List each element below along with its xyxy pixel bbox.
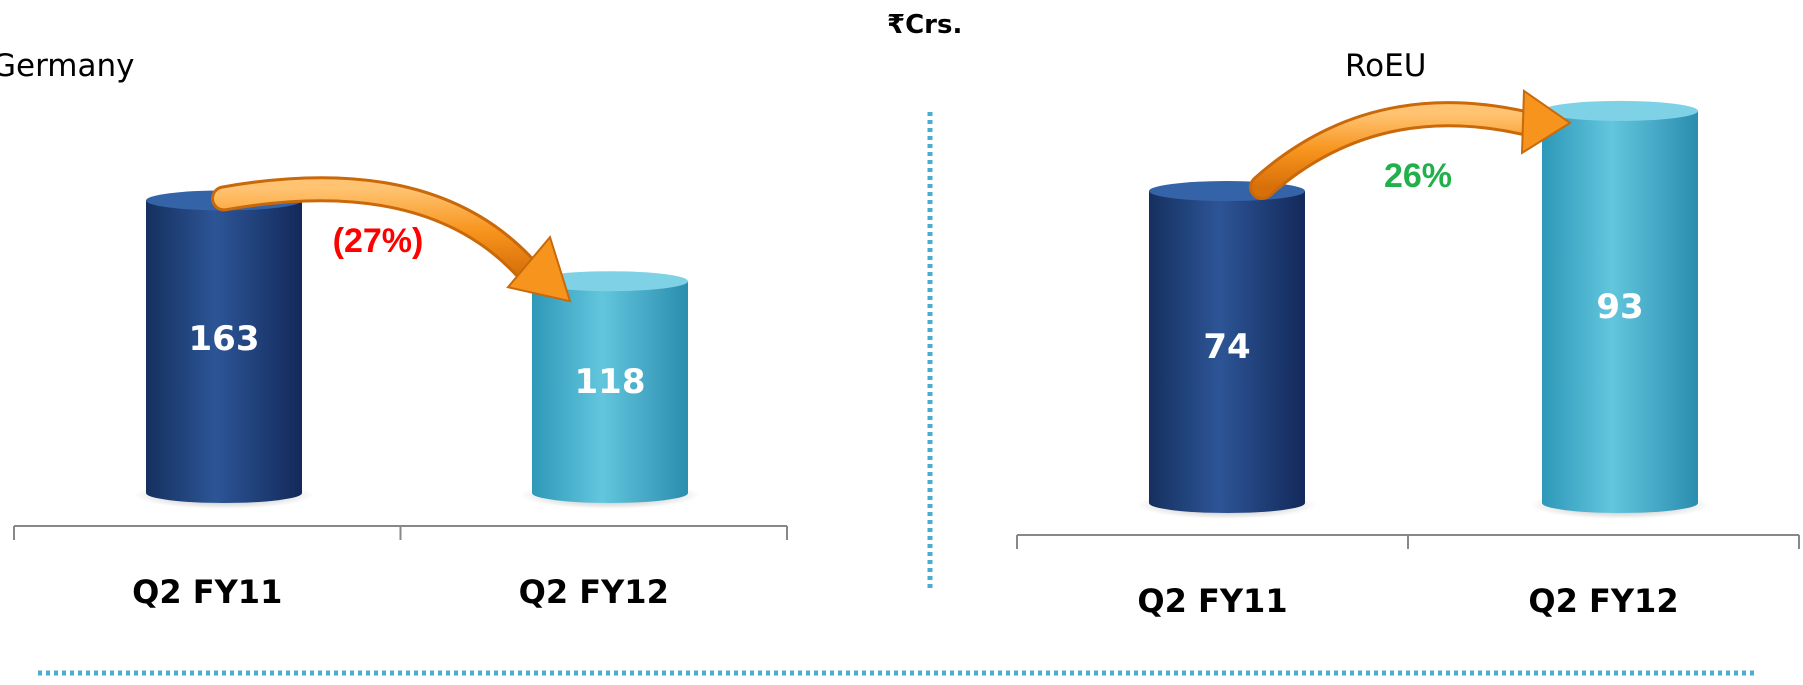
chart-title-germany: Germany <box>0 48 135 84</box>
bar-roeu-1: 93 <box>1530 100 1710 519</box>
change-label-germany: (27%) <box>333 222 424 260</box>
chart-title-roeu: RoEU <box>1345 48 1427 84</box>
data-label: 118 <box>575 362 646 402</box>
x-axis-germany: Q2 FY11 Q2 FY12 <box>13 525 788 611</box>
change-label-roeu: 26% <box>1384 157 1452 195</box>
bar-body <box>1149 191 1305 514</box>
bar-body <box>1542 110 1698 514</box>
data-label: 93 <box>1596 287 1643 327</box>
arrow-head <box>506 235 572 303</box>
arrow-head <box>1520 89 1572 155</box>
bar-roeu-0: 74 <box>1137 181 1317 519</box>
change-arrow-germany <box>211 176 572 303</box>
x-axis-roeu: Q2 FY11 Q2 FY12 <box>1016 534 1800 620</box>
change-arrow-roeu <box>1249 89 1572 201</box>
tick-label: Q2 FY12 <box>1528 582 1678 620</box>
bar-germany-0: 163 <box>134 190 314 509</box>
data-label: 74 <box>1203 327 1250 367</box>
arrow-shaft <box>1252 104 1534 198</box>
bar-cap <box>1542 100 1698 121</box>
tick-label: Q2 FY12 <box>519 573 669 611</box>
bar-body <box>532 281 688 503</box>
unit-label: ₹Crs. <box>887 10 963 40</box>
tick-label: Q2 FY11 <box>132 573 282 611</box>
chart-roeu: 74 93 Q2 FY11 Q2 FY12 26% <box>1016 89 1800 620</box>
arrow-shaft <box>214 179 540 284</box>
tick-label: Q2 FY11 <box>1137 582 1287 620</box>
bar-body <box>146 200 302 504</box>
data-label: 163 <box>189 319 260 359</box>
bar-cap <box>532 271 688 292</box>
chart-germany: 163 118 Q2 FY11 Q2 FY12 (27%) <box>13 176 788 611</box>
bar-germany-1: 118 <box>520 271 700 509</box>
